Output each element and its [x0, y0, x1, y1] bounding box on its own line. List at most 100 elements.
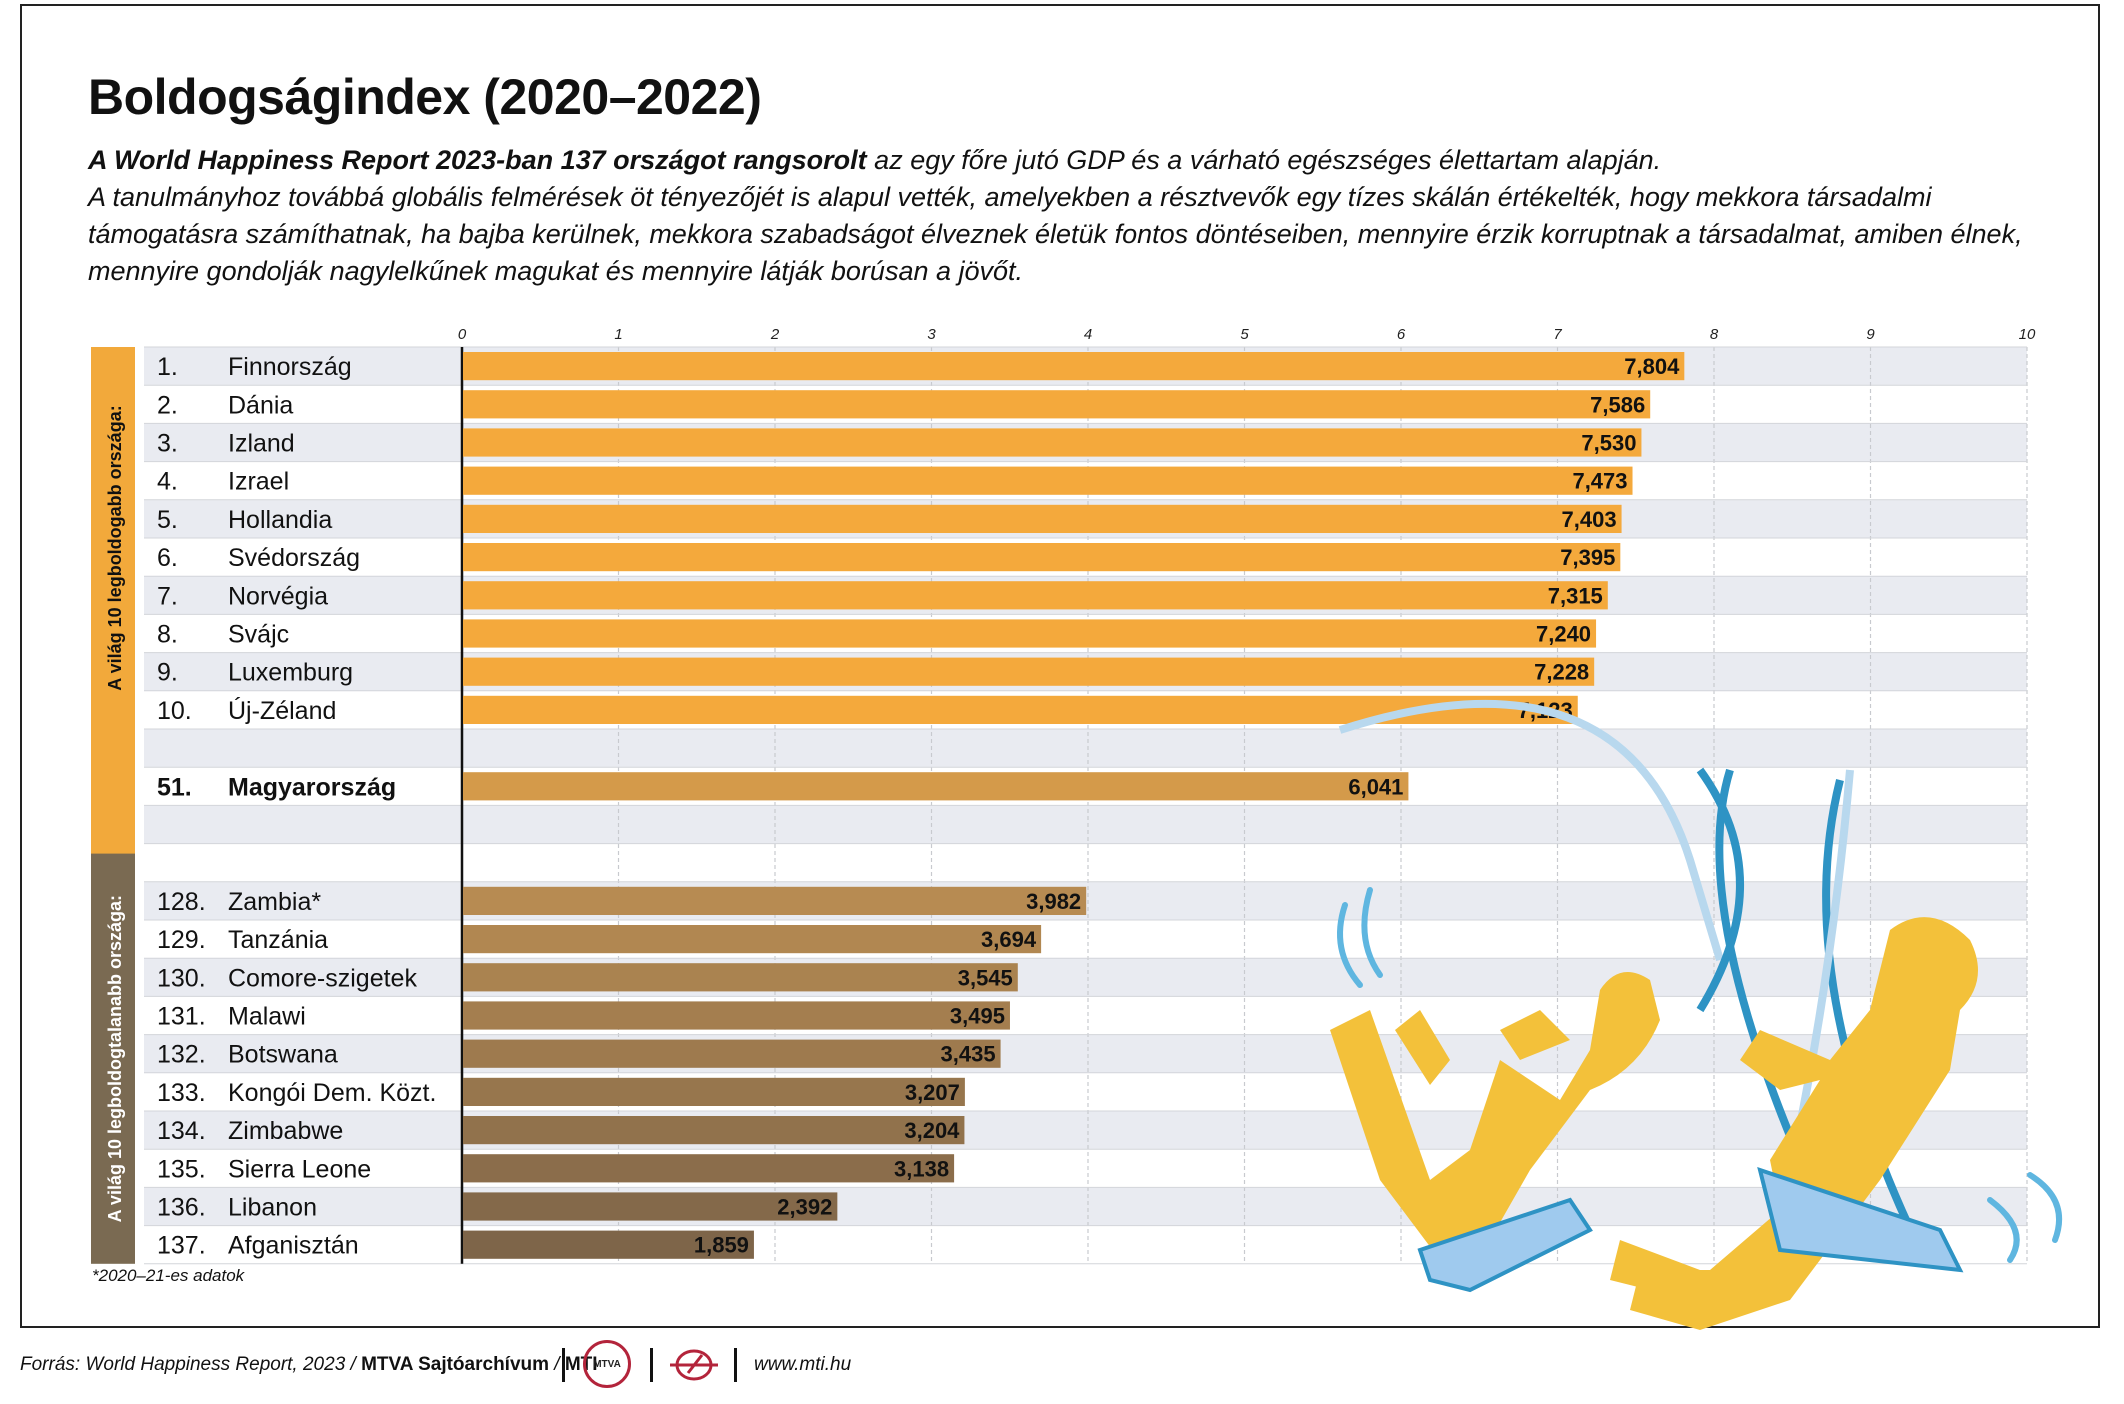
- rank-label: 9.: [157, 659, 178, 687]
- country-label: Izland: [228, 430, 295, 458]
- country-label: Sierra Leone: [228, 1155, 371, 1183]
- bar: [463, 428, 1642, 457]
- rank-label: 6.: [157, 544, 178, 572]
- source-prefix: Forrás: World Happiness Report, 2023 /: [20, 1354, 362, 1375]
- value-label: 3,138: [894, 1156, 949, 1181]
- row-band: [144, 1187, 2027, 1226]
- rank-label: 134.: [157, 1117, 206, 1145]
- rank-label: 136.: [157, 1194, 206, 1222]
- bar: [463, 1154, 955, 1183]
- value-label: 2,392: [777, 1195, 832, 1220]
- row-band: [144, 1111, 2027, 1150]
- rank-label: 8.: [157, 621, 178, 649]
- rank-label: 135.: [157, 1155, 206, 1183]
- bar: [463, 1039, 1001, 1068]
- country-label: Luxemburg: [228, 659, 353, 687]
- country-label: Magyarország: [228, 773, 396, 801]
- subtitle-description: A tanulmányhoz továbbá globális felmérés…: [88, 182, 2023, 286]
- x-tick-label: 2: [770, 326, 780, 343]
- rank-label: 129.: [157, 926, 206, 954]
- bar: [463, 772, 1409, 801]
- swing-rope: [1715, 768, 1804, 1162]
- group-label-band: [91, 853, 135, 1264]
- motion-line: [1987, 1197, 2020, 1263]
- rank-label: 1.: [157, 353, 178, 381]
- country-label: Hollandia: [228, 506, 332, 534]
- value-label: 7,473: [1572, 469, 1627, 494]
- value-label: 3,495: [950, 1004, 1005, 1029]
- rank-label: 130.: [157, 964, 206, 992]
- x-tick-label: 10: [2019, 326, 2036, 343]
- rank-label: 4.: [157, 468, 178, 496]
- x-tick-label: 5: [1240, 326, 1249, 343]
- page-title: Boldogságindex (2020–2022): [88, 69, 762, 125]
- motion-line: [1337, 902, 1363, 988]
- rank-label: 131.: [157, 1003, 206, 1031]
- group-label-band: [91, 347, 135, 906]
- rank-label: 128.: [157, 888, 206, 916]
- country-label: Afganisztán: [228, 1232, 359, 1260]
- mtva-logo: MTVA: [583, 1340, 631, 1388]
- value-label: 7,530: [1581, 431, 1636, 456]
- bar: [463, 963, 1018, 992]
- rank-label: 10.: [157, 697, 192, 725]
- swing-seat: [1417, 1197, 1593, 1293]
- country-label: Norvégia: [228, 582, 328, 610]
- x-tick-label: 9: [1866, 326, 1875, 343]
- country-label: Kongói Dem. Közt.: [228, 1079, 436, 1107]
- country-label: Zimbabwe: [228, 1117, 343, 1145]
- country-label: Tanzánia: [228, 926, 328, 954]
- source-credit: Forrás: World Happiness Report, 2023 / M…: [20, 1354, 598, 1376]
- group-label-top: A világ 10 legboldogabb országa:: [105, 405, 125, 690]
- group-label-bottom: A világ 10 legboldogtalanabb országa:: [105, 895, 125, 1222]
- bar: [463, 1230, 754, 1259]
- value-label: 3,207: [905, 1080, 960, 1105]
- infographic-frame: [20, 4, 2100, 1328]
- x-tick-label: 4: [1084, 326, 1092, 343]
- footer-divider: [562, 1348, 565, 1382]
- bar: [463, 1001, 1010, 1030]
- bar: [463, 1077, 965, 1106]
- bar: [463, 1192, 838, 1221]
- bar: [463, 504, 1622, 533]
- value-label: 7,240: [1536, 622, 1591, 647]
- footnote: *2020–21-es adatok: [92, 1266, 245, 1285]
- value-label: 7,395: [1560, 545, 1615, 570]
- country-label: Dánia: [228, 391, 293, 419]
- motion-line: [2027, 1172, 2063, 1243]
- value-label: 7,315: [1548, 583, 1603, 608]
- rank-label: 5.: [157, 506, 178, 534]
- x-tick-label: 1: [614, 326, 622, 343]
- value-label: 3,694: [981, 927, 1037, 952]
- bar: [463, 1116, 965, 1145]
- swing-rope: [1822, 779, 1924, 1252]
- value-label: 3,545: [958, 965, 1013, 990]
- country-label: Libanon: [228, 1194, 317, 1222]
- rank-label: 3.: [157, 430, 178, 458]
- happiness-bar-chart: 0 1 2 3 4 5 6 7 8 9 10 A világ 10 legboldogabb orsz…: [91, 326, 2063, 1330]
- country-label: Új-Zéland: [228, 696, 336, 725]
- rank-label: 51.: [157, 773, 192, 801]
- swinging-person-illustration: [1610, 1240, 1700, 1300]
- source-archive: MTVA Sajtóarchívum: [361, 1354, 550, 1375]
- motion-line: [1361, 887, 1383, 978]
- country-label: Zambia*: [228, 888, 321, 916]
- row-band: [144, 1034, 2027, 1073]
- value-label: 7,586: [1590, 392, 1645, 417]
- x-tick-label: 6: [1397, 326, 1406, 343]
- x-tick-label: 7: [1553, 326, 1562, 343]
- bar: [463, 925, 1042, 954]
- swing-rope: [1338, 699, 1724, 962]
- subtitle-rest: az egy főre jutó GDP és a várható egészs…: [866, 145, 1662, 175]
- swinging-person-illustration: [1395, 1010, 1450, 1085]
- rank-label: 2.: [157, 391, 178, 419]
- country-label: Malawi: [228, 1003, 306, 1031]
- value-label: 1,859: [694, 1233, 749, 1258]
- swing-rope: [1696, 767, 1744, 1013]
- website-link[interactable]: www.mti.hu: [754, 1354, 852, 1375]
- rank-label: 137.: [157, 1232, 206, 1260]
- country-label: Svájc: [228, 621, 289, 649]
- x-tick-label: 8: [1710, 326, 1719, 343]
- mti-logo-icon: [670, 1349, 718, 1381]
- value-label: 3,435: [941, 1042, 996, 1067]
